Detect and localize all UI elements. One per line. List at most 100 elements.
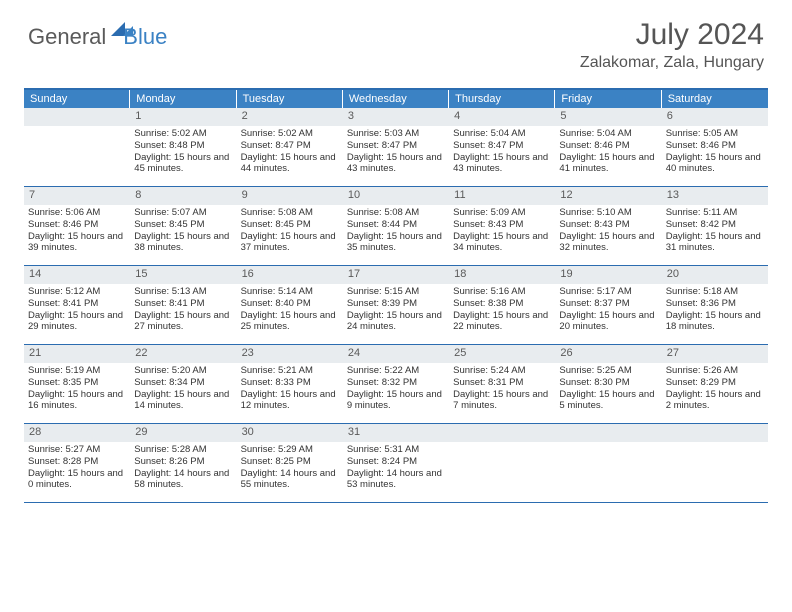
day-number: 19 <box>555 266 661 284</box>
day-cell: 30Sunrise: 5:29 AMSunset: 8:25 PMDayligh… <box>237 424 343 502</box>
day-body: Sunrise: 5:03 AMSunset: 8:47 PMDaylight:… <box>343 128 449 180</box>
sunrise-text: Sunrise: 5:04 AM <box>559 128 657 140</box>
logo: General Blue <box>28 18 167 50</box>
week-row: 7Sunrise: 5:06 AMSunset: 8:46 PMDaylight… <box>24 187 768 266</box>
weeks-container: 1Sunrise: 5:02 AMSunset: 8:48 PMDaylight… <box>24 108 768 503</box>
daylight-text: Daylight: 15 hours and 44 minutes. <box>241 152 339 176</box>
sunset-text: Sunset: 8:31 PM <box>453 377 551 389</box>
day-cell: 10Sunrise: 5:08 AMSunset: 8:44 PMDayligh… <box>343 187 449 265</box>
daylight-text: Daylight: 15 hours and 2 minutes. <box>666 389 764 413</box>
daylight-text: Daylight: 15 hours and 20 minutes. <box>559 310 657 334</box>
day-cell <box>449 424 555 502</box>
sunrise-text: Sunrise: 5:02 AM <box>134 128 232 140</box>
sunrise-text: Sunrise: 5:26 AM <box>666 365 764 377</box>
day-cell: 1Sunrise: 5:02 AMSunset: 8:48 PMDaylight… <box>130 108 236 186</box>
sunset-text: Sunset: 8:33 PM <box>241 377 339 389</box>
day-cell: 28Sunrise: 5:27 AMSunset: 8:28 PMDayligh… <box>24 424 130 502</box>
sunset-text: Sunset: 8:28 PM <box>28 456 126 468</box>
day-number: 13 <box>662 187 768 205</box>
day-cell: 16Sunrise: 5:14 AMSunset: 8:40 PMDayligh… <box>237 266 343 344</box>
day-number: 31 <box>343 424 449 442</box>
title-block: July 2024 Zalakomar, Zala, Hungary <box>580 18 764 72</box>
day-cell: 9Sunrise: 5:08 AMSunset: 8:45 PMDaylight… <box>237 187 343 265</box>
day-number: 11 <box>449 187 555 205</box>
daylight-text: Daylight: 15 hours and 35 minutes. <box>347 231 445 255</box>
page-title: July 2024 <box>580 18 764 52</box>
day-body: Sunrise: 5:09 AMSunset: 8:43 PMDaylight:… <box>449 207 555 259</box>
daylight-text: Daylight: 14 hours and 55 minutes. <box>241 468 339 492</box>
sunset-text: Sunset: 8:38 PM <box>453 298 551 310</box>
day-number-empty <box>662 424 768 442</box>
daylight-text: Daylight: 15 hours and 12 minutes. <box>241 389 339 413</box>
day-cell: 25Sunrise: 5:24 AMSunset: 8:31 PMDayligh… <box>449 345 555 423</box>
sunrise-text: Sunrise: 5:12 AM <box>28 286 126 298</box>
day-body: Sunrise: 5:05 AMSunset: 8:46 PMDaylight:… <box>662 128 768 180</box>
daylight-text: Daylight: 15 hours and 18 minutes. <box>666 310 764 334</box>
day-number: 15 <box>130 266 236 284</box>
day-number: 10 <box>343 187 449 205</box>
sunrise-text: Sunrise: 5:13 AM <box>134 286 232 298</box>
day-number: 9 <box>237 187 343 205</box>
day-body: Sunrise: 5:21 AMSunset: 8:33 PMDaylight:… <box>237 365 343 417</box>
day-cell: 31 Sunrise: 5:31 AMSunset: 8:24 PMDayligh… <box>343 424 449 502</box>
logo-triangle-icon <box>111 22 125 36</box>
day-body: Sunrise: 5:02 AMSunset: 8:47 PMDaylight:… <box>237 128 343 180</box>
header: General Blue July 2024 Zalakomar, Zala, … <box>0 0 792 78</box>
day-number: 27 <box>662 345 768 363</box>
daylight-text: Daylight: 15 hours and 16 minutes. <box>28 389 126 413</box>
daylight-text: Daylight: 15 hours and 7 minutes. <box>453 389 551 413</box>
day-number: 17 <box>343 266 449 284</box>
day-number-empty <box>555 424 661 442</box>
day-number: 26 <box>555 345 661 363</box>
day-cell: 13Sunrise: 5:11 AMSunset: 8:42 PMDayligh… <box>662 187 768 265</box>
sunset-text: Sunset: 8:41 PM <box>134 298 232 310</box>
day-body: Sunrise: 5:20 AMSunset: 8:34 PMDaylight:… <box>130 365 236 417</box>
day-body: Sunrise: 5:10 AMSunset: 8:43 PMDaylight:… <box>555 207 661 259</box>
sunset-text: Sunset: 8:46 PM <box>559 140 657 152</box>
daylight-text: Daylight: 15 hours and 25 minutes. <box>241 310 339 334</box>
daylight-text: Daylight: 14 hours and 53 minutes. <box>347 468 445 492</box>
logo-text-1: General <box>28 24 106 50</box>
day-cell: 4Sunrise: 5:04 AMSunset: 8:47 PMDaylight… <box>449 108 555 186</box>
sunset-text: Sunset: 8:47 PM <box>347 140 445 152</box>
sunrise-text: Sunrise: 5:06 AM <box>28 207 126 219</box>
day-body: Sunrise: 5:02 AMSunset: 8:48 PMDaylight:… <box>130 128 236 180</box>
weekday-header: Tuesday <box>237 90 343 108</box>
day-cell <box>24 108 130 186</box>
day-number: 14 <box>24 266 130 284</box>
day-number: 21 <box>24 345 130 363</box>
day-cell: 18Sunrise: 5:16 AMSunset: 8:38 PMDayligh… <box>449 266 555 344</box>
day-body: Sunrise: 5:31 AMSunset: 8:24 PMDaylight:… <box>343 444 449 496</box>
daylight-text: Daylight: 15 hours and 39 minutes. <box>28 231 126 255</box>
sunrise-text: Sunrise: 5:27 AM <box>28 444 126 456</box>
sunset-text: Sunset: 8:48 PM <box>134 140 232 152</box>
daylight-text: Daylight: 15 hours and 5 minutes. <box>559 389 657 413</box>
day-cell <box>555 424 661 502</box>
weekday-header: Wednesday <box>343 90 449 108</box>
day-body: Sunrise: 5:29 AMSunset: 8:25 PMDaylight:… <box>237 444 343 496</box>
day-number: 23 <box>237 345 343 363</box>
day-body: Sunrise: 5:18 AMSunset: 8:36 PMDaylight:… <box>662 286 768 338</box>
sunset-text: Sunset: 8:47 PM <box>453 140 551 152</box>
daylight-text: Daylight: 15 hours and 32 minutes. <box>559 231 657 255</box>
sunset-text: Sunset: 8:34 PM <box>134 377 232 389</box>
day-body: Sunrise: 5:12 AMSunset: 8:41 PMDaylight:… <box>24 286 130 338</box>
day-body: Sunrise: 5:26 AMSunset: 8:29 PMDaylight:… <box>662 365 768 417</box>
day-number-empty <box>24 108 130 126</box>
sunrise-text: Sunrise: 5:05 AM <box>666 128 764 140</box>
sunset-text: Sunset: 8:45 PM <box>134 219 232 231</box>
sunset-text: Sunset: 8:43 PM <box>559 219 657 231</box>
day-body: Sunrise: 5:16 AMSunset: 8:38 PMDaylight:… <box>449 286 555 338</box>
sunrise-text: Sunrise: 5:08 AM <box>347 207 445 219</box>
day-cell: 19 Sunrise: 5:17 AMSunset: 8:37 PMDayligh… <box>555 266 661 344</box>
location-label: Zalakomar, Zala, Hungary <box>580 54 764 72</box>
day-body: Sunrise: 5:14 AMSunset: 8:40 PMDaylight:… <box>237 286 343 338</box>
sunset-text: Sunset: 8:35 PM <box>28 377 126 389</box>
sunrise-text: Sunrise: 5:19 AM <box>28 365 126 377</box>
day-cell: 27 Sunrise: 5:26 AMSunset: 8:29 PMDayligh… <box>662 345 768 423</box>
sunrise-text: Sunrise: 5:11 AM <box>666 207 764 219</box>
day-body: Sunrise: 5:17 AMSunset: 8:37 PMDaylight:… <box>555 286 661 338</box>
day-number: 4 <box>449 108 555 126</box>
daylight-text: Daylight: 15 hours and 41 minutes. <box>559 152 657 176</box>
sunrise-text: Sunrise: 5:17 AM <box>559 286 657 298</box>
